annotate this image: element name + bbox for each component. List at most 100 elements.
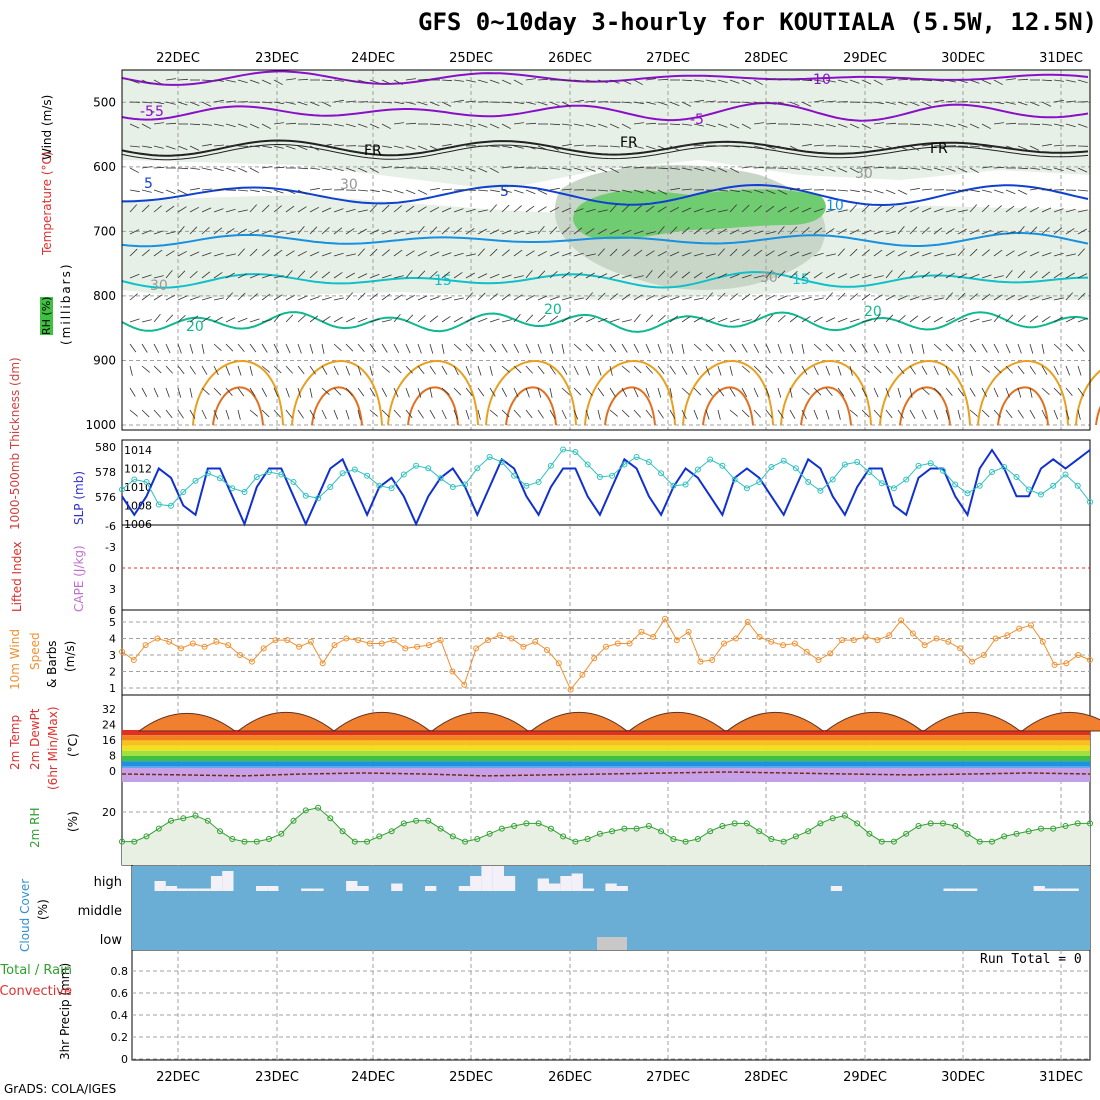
wind-barb	[417, 189, 428, 195]
wind-barb	[981, 387, 988, 397]
wind-barb	[705, 253, 716, 257]
wind-barb	[201, 387, 210, 395]
precip-ytick: 0.4	[111, 1009, 129, 1022]
wind-barb	[885, 78, 896, 81]
wind-barb	[189, 101, 200, 107]
wind-barb	[837, 365, 842, 376]
wind-barb	[657, 189, 668, 195]
thickness-ytick: 580	[95, 441, 116, 454]
temp-contour-25	[192, 360, 284, 426]
wind-barb	[573, 123, 584, 127]
temp-contour-30	[1095, 405, 1100, 426]
wind-barb	[417, 167, 429, 170]
thickness-line-point	[523, 482, 530, 489]
wind-barb	[633, 294, 643, 301]
rh2m-line-point	[253, 838, 260, 845]
thickness-line-point	[241, 489, 248, 495]
wind-barb	[309, 123, 321, 126]
wind-barb	[717, 167, 728, 173]
wind-barb	[513, 145, 524, 149]
wind-barb	[657, 409, 664, 419]
thickness-line-point	[768, 464, 775, 470]
wind-barb	[633, 122, 644, 125]
wind-barb	[741, 365, 750, 373]
wind-barb	[345, 208, 356, 213]
wind-barb	[1029, 101, 1040, 107]
wind-barb	[621, 409, 630, 418]
wind-barb	[261, 274, 272, 279]
wind-barb	[1077, 248, 1085, 257]
wind-barb	[897, 387, 902, 398]
wind-barb	[825, 365, 831, 376]
wind-barb	[357, 292, 366, 301]
thickness-line-point	[180, 489, 187, 495]
wind-barb	[1077, 228, 1087, 235]
axis-label-degc: (°C)	[66, 733, 80, 757]
rh2m-line-point	[290, 817, 297, 824]
wind-barb	[489, 204, 497, 213]
wind-barb	[573, 208, 584, 213]
wind10-line-point	[166, 638, 173, 645]
wind10-ytick: 3	[109, 649, 116, 662]
wind-barb	[861, 229, 872, 235]
wind-barb	[453, 79, 464, 82]
rh2m-line-point	[241, 838, 248, 845]
wind10-line-point	[850, 637, 857, 644]
wind-barb	[273, 249, 283, 257]
wind-barb	[609, 365, 613, 376]
wind-barb	[681, 143, 692, 147]
wind-barb	[585, 79, 596, 83]
wind10-line-point	[1075, 652, 1082, 658]
rh2m-line-point	[560, 833, 567, 840]
wind-barb	[789, 187, 800, 191]
cloud-high-bar	[357, 886, 369, 891]
wind10-line-point	[296, 643, 303, 650]
axis-label-cloud: Cloud Cover	[18, 878, 32, 952]
wind-barb	[981, 101, 992, 104]
wind-barb	[213, 343, 222, 351]
wind-barb	[993, 205, 1002, 213]
wind-barb	[249, 189, 260, 193]
thickness-line-point	[229, 485, 236, 492]
wind-barb	[549, 387, 553, 398]
wind-barb	[1005, 409, 1013, 419]
wind-barb	[465, 365, 471, 376]
wind-barb	[873, 365, 882, 374]
wind-barb	[393, 101, 404, 105]
wind10-ytick: 5	[109, 616, 116, 629]
wind-barb	[729, 229, 740, 235]
wind-barb	[849, 123, 860, 129]
wind-barb	[129, 145, 140, 148]
cloud-high-bar	[312, 888, 324, 891]
wind-barb	[501, 387, 508, 397]
cloud-level-label: high	[94, 875, 122, 890]
wind-barb	[861, 343, 868, 353]
wind10-line-point	[307, 638, 314, 645]
wind-barb	[429, 251, 440, 257]
wind-barb	[765, 409, 773, 419]
wind-barb	[297, 387, 302, 398]
wind-barb	[633, 189, 644, 194]
wind-barb	[969, 189, 980, 193]
rh2m-line-point	[645, 823, 652, 829]
rh2m-line-point	[351, 838, 358, 845]
rh2m-line-point	[805, 828, 812, 835]
rh2m-line-point	[180, 815, 187, 822]
wind-barb	[573, 365, 579, 376]
wind-barb	[813, 343, 822, 351]
wind-barb	[369, 409, 378, 417]
wind-barb	[849, 318, 860, 323]
wind-barb	[1041, 296, 1052, 301]
wind-barb	[1077, 292, 1086, 301]
wind-barb	[441, 296, 452, 301]
rh2m-line-point	[878, 838, 885, 845]
wind-barb	[597, 387, 605, 397]
wind-barb	[501, 101, 512, 104]
wind-barb	[753, 166, 765, 169]
wind10-line-point	[638, 628, 645, 635]
wind-barb	[945, 365, 951, 376]
wind-barb	[873, 101, 884, 105]
wind-barb	[1077, 189, 1088, 192]
wind-barb	[237, 387, 245, 397]
wind-barb	[549, 365, 556, 375]
